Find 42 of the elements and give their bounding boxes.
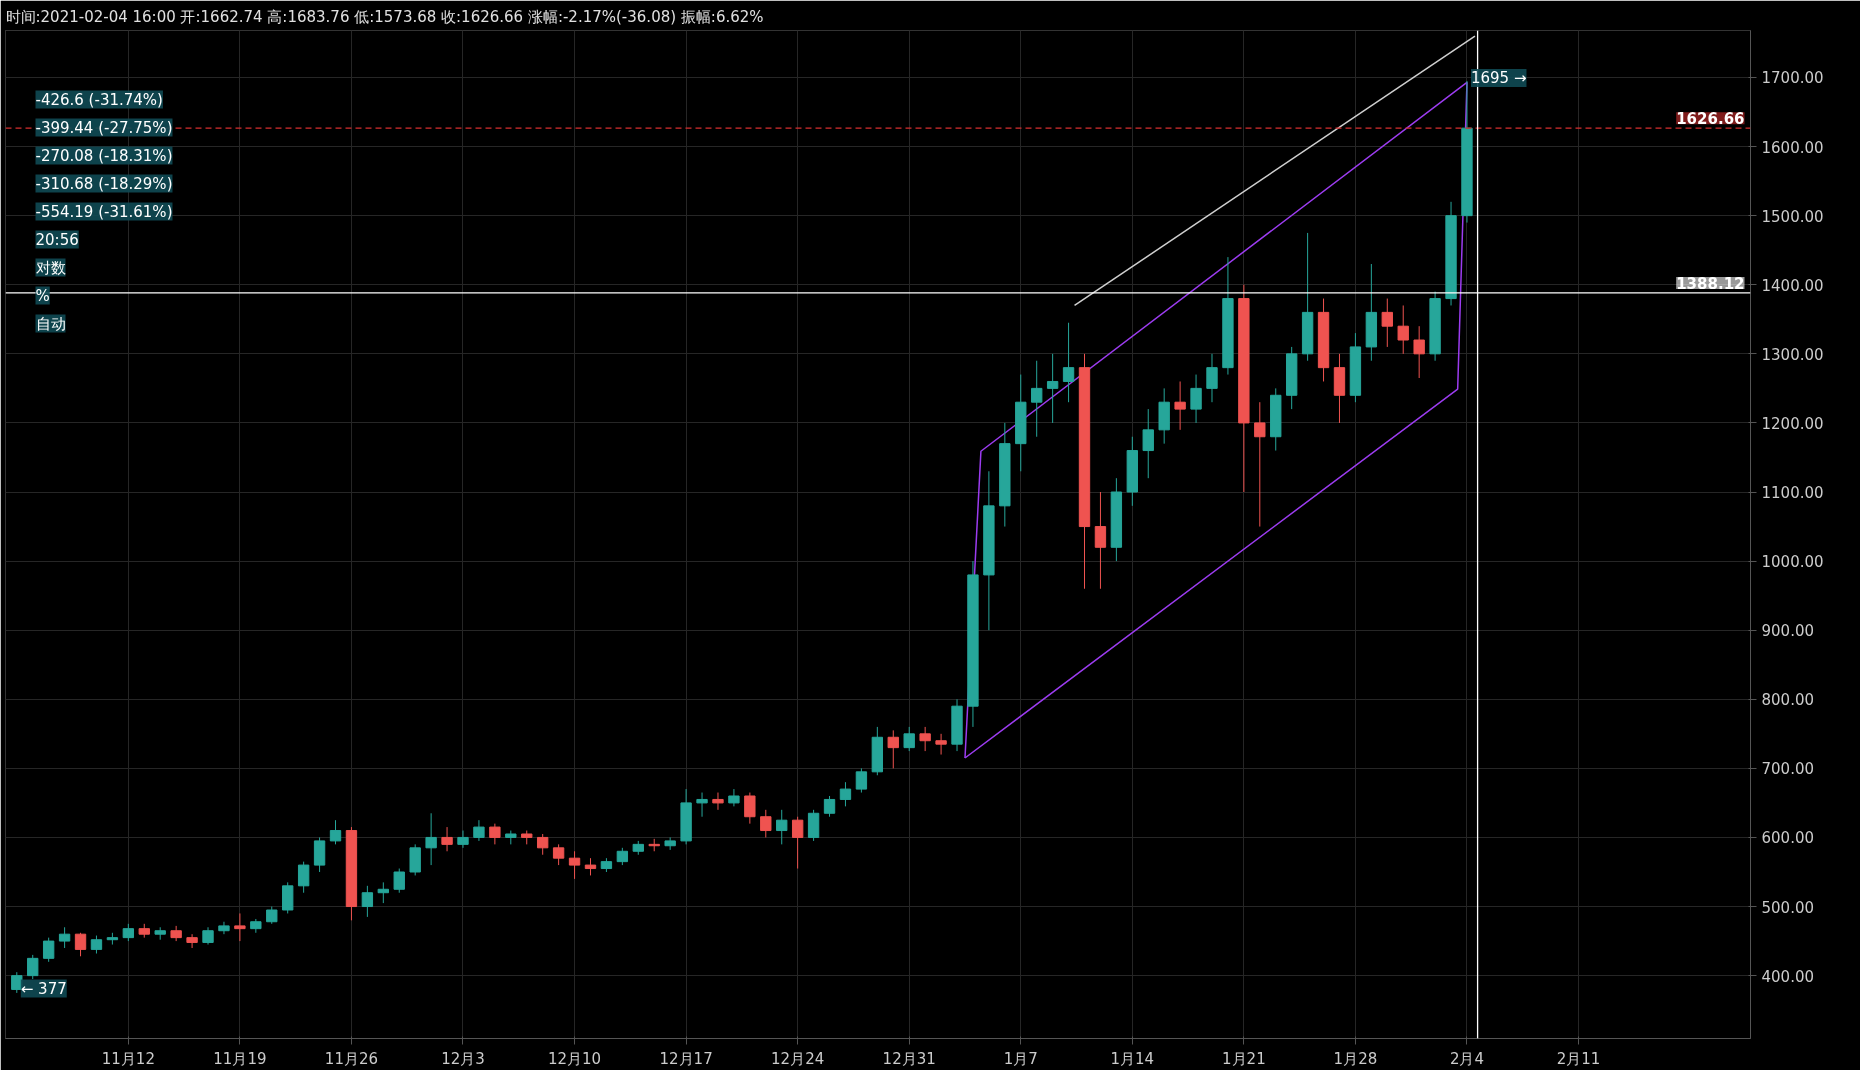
- x-tick-label: 11月12: [101, 1049, 155, 1068]
- y-tick-label: 1600.00: [1761, 138, 1824, 157]
- y-tick-label: 700.00: [1761, 760, 1814, 779]
- y-tick-label: 1100.00: [1761, 484, 1824, 503]
- x-tick-label: 11月19: [213, 1049, 267, 1068]
- x-tick-label: 12月24: [771, 1049, 825, 1068]
- x-tick-label: 12月3: [441, 1049, 485, 1068]
- y-tick-label: 600.00: [1761, 829, 1814, 848]
- x-tick-label: 11月26: [324, 1049, 379, 1068]
- x-tick-label: 1月21: [1222, 1049, 1266, 1068]
- ref-line-label: 1388.12: [1676, 274, 1745, 293]
- x-tick-label: 2月11: [1556, 1049, 1601, 1068]
- y-tick-label: 500.00: [1761, 898, 1814, 917]
- annotation: -399.44 (-27.75%): [35, 118, 173, 137]
- annotation: 1695 →: [1470, 68, 1527, 87]
- y-tick-label: 1500.00: [1761, 207, 1824, 226]
- annotation: -554.19 (-31.61%): [35, 202, 173, 221]
- y-tick-label: 1300.00: [1761, 345, 1824, 364]
- y-tick-label: 1700.00: [1761, 69, 1824, 88]
- annotation: -426.6 (-31.74%): [35, 90, 163, 109]
- x-tick-label: 1月7: [1003, 1049, 1038, 1068]
- y-tick-label: 1200.00: [1761, 414, 1824, 433]
- y-tick-label: 400.00: [1761, 967, 1814, 986]
- annotation: -270.08 (-18.31%): [35, 146, 173, 165]
- ref-line-label: 1626.66: [1676, 110, 1745, 129]
- x-tick-label: 12月10: [547, 1049, 602, 1068]
- x-tick-label: 2月4: [1449, 1049, 1485, 1068]
- annotation: 对数: [35, 258, 66, 277]
- annotation: -310.68 (-18.29%): [35, 174, 173, 193]
- x-tick-label: 12月17: [659, 1049, 713, 1068]
- y-tick-label: 1400.00: [1761, 276, 1824, 295]
- annotation: %: [35, 286, 50, 305]
- y-tick-label: 900.00: [1761, 622, 1814, 641]
- y-tick-label: 1000.00: [1761, 553, 1824, 572]
- x-tick-label: 1月28: [1333, 1049, 1378, 1068]
- x-tick-label: 1月14: [1110, 1049, 1155, 1068]
- annotation: 自动: [35, 314, 66, 333]
- annotation: ← 377: [20, 979, 67, 998]
- y-tick-label: 800.00: [1761, 691, 1814, 710]
- x-tick-label: 12月31: [882, 1049, 936, 1068]
- chart-title: 时间:2021-02-04 16:00 开:1662.74 高:1683.76 低:1573.68 收:1626.66 涨幅:-2.17%(-36.08) 振幅:6.62%: [5, 7, 764, 26]
- annotation: 20:56: [35, 230, 79, 249]
